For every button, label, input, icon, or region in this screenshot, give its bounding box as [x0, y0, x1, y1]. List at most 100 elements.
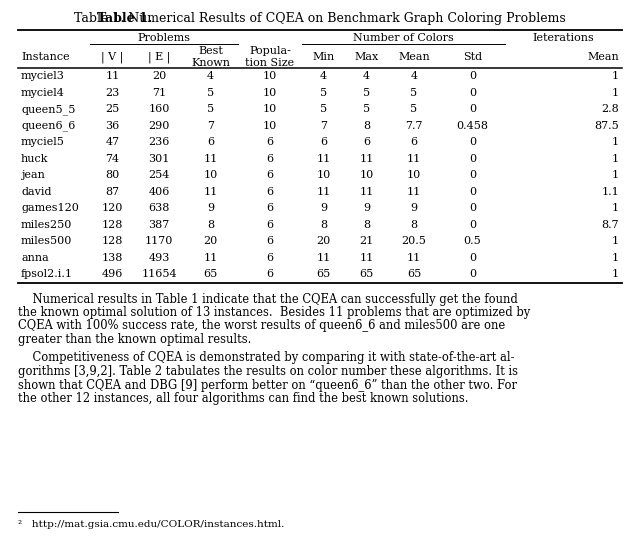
Text: Best
Known: Best Known	[191, 46, 230, 68]
Text: Min: Min	[312, 52, 335, 62]
Text: Std: Std	[463, 52, 482, 62]
Text: 128: 128	[102, 236, 123, 246]
Text: queen6_6: queen6_6	[21, 120, 76, 131]
Text: 6: 6	[266, 269, 273, 279]
Text: 9: 9	[410, 203, 417, 213]
Text: 6: 6	[207, 137, 214, 147]
Text: Popula-
tion Size: Popula- tion Size	[245, 46, 294, 68]
Text: miles500: miles500	[21, 236, 72, 246]
Text: 5: 5	[363, 88, 370, 98]
Text: 0: 0	[469, 88, 476, 98]
Text: 138: 138	[102, 253, 123, 263]
Text: 0.458: 0.458	[456, 121, 488, 131]
Text: 8: 8	[207, 220, 214, 230]
Text: 6: 6	[363, 137, 370, 147]
Text: miles250: miles250	[21, 220, 72, 230]
Text: 10: 10	[316, 170, 331, 180]
Text: david: david	[21, 187, 51, 197]
Text: 493: 493	[148, 253, 170, 263]
Text: fpsol2.i.1: fpsol2.i.1	[21, 269, 73, 279]
Text: 5: 5	[410, 88, 417, 98]
Text: 11: 11	[407, 187, 421, 197]
Text: 11: 11	[360, 187, 374, 197]
Text: greater than the known optimal results.: greater than the known optimal results.	[18, 333, 252, 346]
Text: 1: 1	[612, 253, 619, 263]
Text: 6: 6	[266, 187, 273, 197]
Text: 8: 8	[320, 220, 327, 230]
Text: 0: 0	[469, 71, 476, 81]
Text: 6: 6	[266, 220, 273, 230]
Text: 4: 4	[320, 71, 327, 81]
Text: 4: 4	[363, 71, 370, 81]
Text: 7.7: 7.7	[405, 121, 423, 131]
Text: jean: jean	[21, 170, 45, 180]
Text: Numerical results in Table 1 indicate that the CQEA can successfully get the fou: Numerical results in Table 1 indicate th…	[18, 293, 518, 306]
Text: 1: 1	[612, 170, 619, 180]
Text: 20: 20	[316, 236, 331, 246]
Text: 74: 74	[106, 154, 120, 164]
Text: 11: 11	[407, 253, 421, 263]
Text: 5: 5	[410, 104, 417, 114]
Text: 1: 1	[612, 154, 619, 164]
Text: 11: 11	[316, 154, 331, 164]
Text: 0: 0	[469, 154, 476, 164]
Text: 10: 10	[263, 121, 277, 131]
Text: Mean: Mean	[588, 52, 619, 62]
Text: 8: 8	[363, 220, 370, 230]
Text: 5: 5	[207, 88, 214, 98]
Text: 5: 5	[320, 104, 327, 114]
Text: 6: 6	[266, 154, 273, 164]
Text: 65: 65	[204, 269, 218, 279]
Text: 1.1: 1.1	[601, 187, 619, 197]
Text: 11: 11	[360, 154, 374, 164]
Text: 87: 87	[106, 187, 120, 197]
Text: Mean: Mean	[398, 52, 430, 62]
Text: Max: Max	[355, 52, 379, 62]
Text: 0: 0	[469, 269, 476, 279]
Text: 7: 7	[207, 121, 214, 131]
Text: 236: 236	[148, 137, 170, 147]
Text: 80: 80	[106, 170, 120, 180]
Text: 2.8: 2.8	[601, 104, 619, 114]
Text: 21: 21	[360, 236, 374, 246]
Text: 1: 1	[612, 71, 619, 81]
Text: 254: 254	[148, 170, 170, 180]
Text: queen5_5: queen5_5	[21, 104, 76, 114]
Text: 9: 9	[320, 203, 327, 213]
Text: Competitiveness of CQEA is demonstrated by comparing it with state-of-the-art al: Competitiveness of CQEA is demonstrated …	[18, 352, 515, 365]
Text: 20: 20	[152, 71, 166, 81]
Text: 36: 36	[106, 121, 120, 131]
Text: Problems: Problems	[138, 33, 191, 43]
Text: 65: 65	[407, 269, 421, 279]
Text: 11: 11	[360, 253, 374, 263]
Text: 6: 6	[266, 236, 273, 246]
Text: | E |: | E |	[148, 51, 170, 63]
Text: 10: 10	[263, 71, 277, 81]
Text: 0: 0	[469, 187, 476, 197]
Text: 6: 6	[266, 137, 273, 147]
Text: 301: 301	[148, 154, 170, 164]
Text: 9: 9	[363, 203, 370, 213]
Text: 87.5: 87.5	[595, 121, 619, 131]
Text: shown that CQEA and DBG [9] perform better on “queen6_6” than the other two. For: shown that CQEA and DBG [9] perform bett…	[18, 378, 517, 391]
Text: 10: 10	[263, 104, 277, 114]
Text: 8: 8	[410, 220, 417, 230]
Text: 5: 5	[320, 88, 327, 98]
Text: 23: 23	[106, 88, 120, 98]
Text: 11: 11	[316, 187, 331, 197]
Text: 160: 160	[148, 104, 170, 114]
Text: Instance: Instance	[21, 52, 70, 62]
Text: 47: 47	[106, 137, 120, 147]
Text: 638: 638	[148, 203, 170, 213]
Text: 1170: 1170	[145, 236, 173, 246]
Text: myciel5: myciel5	[21, 137, 65, 147]
Text: 65: 65	[360, 269, 374, 279]
Text: 11: 11	[204, 253, 218, 263]
Text: anna: anna	[21, 253, 49, 263]
Text: 1: 1	[612, 269, 619, 279]
Text: 10: 10	[407, 170, 421, 180]
Text: 5: 5	[207, 104, 214, 114]
Text: 20.5: 20.5	[401, 236, 426, 246]
Text: 1: 1	[612, 137, 619, 147]
Text: 4: 4	[207, 71, 214, 81]
